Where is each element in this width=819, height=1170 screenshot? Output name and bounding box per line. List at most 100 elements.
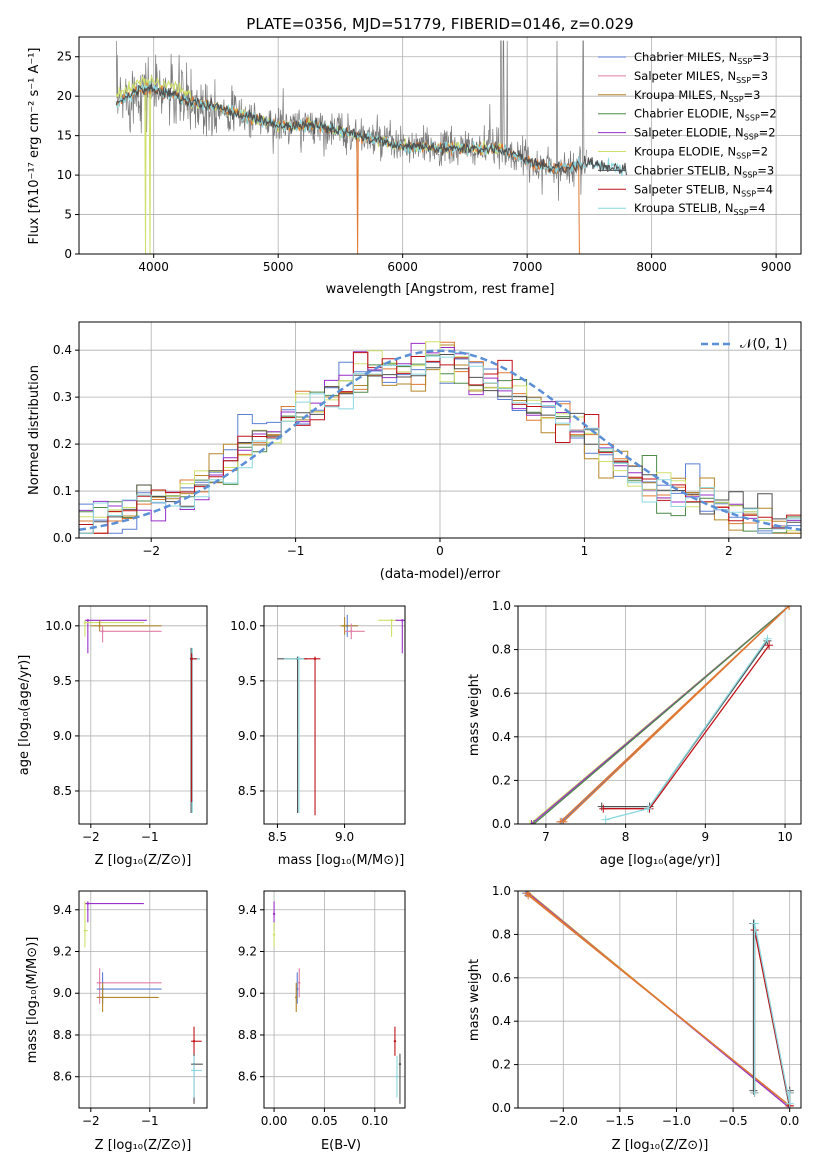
data-point: [86, 619, 90, 622]
data-spectrum: [115, 40, 588, 201]
x-tick-label: −1.5: [605, 1114, 634, 1128]
x-tick-label: −1: [141, 830, 159, 844]
mass-z-axes: −2 −1 8.6 8.8 9.0 9.2 9.4: [53, 890, 208, 1128]
y-tick-label: 0.1: [53, 484, 72, 498]
plot-area: [521, 891, 794, 1108]
mass-weight-line: [533, 606, 790, 824]
hist-legend: 𝒩(0, 1): [701, 337, 787, 352]
x-tick-label: −1: [287, 544, 305, 558]
data-point: [390, 619, 393, 622]
mass-weight-line: [601, 640, 769, 808]
data-point: [398, 1062, 402, 1066]
age-z-axes: −2 −1 8.5 9.0 9.5 10.0: [45, 605, 208, 844]
y-tick-label: 8.8: [53, 1028, 72, 1042]
axes-frame: [263, 890, 406, 1109]
y-tick-label: 8.6: [238, 1070, 257, 1084]
x-tick-label: 7000: [512, 260, 543, 274]
plot-area: [83, 619, 200, 813]
data-point: [272, 912, 276, 916]
y-tick-label: 8.5: [53, 784, 72, 798]
x-tick-label: −0.5: [719, 1114, 748, 1128]
y-tick-label: 10.0: [230, 619, 257, 633]
y-tick-label: 1.0: [492, 599, 511, 613]
y-tick-label: 9.0: [238, 729, 257, 743]
legend-label: Kroupa ELODIE, NSSP=2: [634, 145, 768, 161]
massz-xlabel: Z [log₁₀(Z/Z⊙)]: [95, 1138, 192, 1153]
x-tick-label: 9000: [761, 260, 792, 274]
axes-frame: [78, 605, 208, 825]
data-point: [83, 929, 87, 932]
legend-label: Salpeter MILES, NSSP=3: [634, 69, 768, 85]
axes-frame: [78, 890, 208, 1109]
gaussian-curve: [79, 349, 801, 532]
model-spectrum: [115, 80, 627, 177]
y-tick-label: 0.0: [53, 531, 72, 545]
model-spectrum: [115, 83, 627, 176]
mass-weight-line: [603, 644, 770, 810]
histogram-step: [79, 352, 801, 534]
y-tick-label: 9.2: [238, 945, 257, 959]
y-tick-label: 15: [57, 129, 72, 143]
data-point: [401, 619, 404, 622]
massz-ylabel: mass [log₁₀(M/M⊙)]: [25, 937, 40, 1064]
plot-area: [272, 901, 402, 1104]
legend-label: Kroupa MILES, NSSP=3: [634, 88, 760, 104]
axes-frame: [517, 605, 802, 825]
data-point: [83, 621, 87, 624]
agem-xlabel: mass [log₁₀(M/M⊙)]: [278, 853, 405, 868]
legend-label: Chabrier MILES, NSSP=3: [634, 50, 769, 66]
x-tick-label: −2.0: [549, 1114, 578, 1128]
x-tick-label: −1.0: [662, 1114, 691, 1128]
legend-label: Chabrier STELIB, NSSP=3: [634, 163, 774, 179]
y-tick-label: 8.5: [238, 784, 257, 798]
data-point: [313, 657, 317, 661]
x-tick-label: 10: [777, 830, 792, 844]
mass-weight-line: [753, 923, 791, 1104]
data-point: [190, 657, 193, 661]
y-tick-label: 9.0: [53, 986, 72, 1000]
hist-xlabel: (data-model)/error: [380, 567, 501, 582]
x-tick-label: 1: [581, 544, 589, 558]
spectrum-axes: 4000 5000 6000 7000 8000 9000 0 5 10 15 20 25: [57, 36, 802, 274]
data-point: [272, 933, 276, 937]
y-tick-label: 9.5: [53, 674, 72, 688]
x-tick-label: −2: [82, 830, 100, 844]
data-point: [101, 630, 104, 633]
histogram-axes: −2 −1 0 1 2 0.0 0.1 0.2 0.3 0.4: [53, 321, 802, 558]
x-tick-label: 6000: [387, 260, 418, 274]
data-point: [192, 1069, 196, 1072]
y-tick-label: 9.2: [53, 945, 72, 959]
y-tick-label: 0.4: [492, 1014, 511, 1028]
data-point: [192, 1040, 196, 1043]
x-tick-label: −2: [82, 1114, 100, 1128]
plot-area: [277, 614, 405, 816]
y-tick-label: 0.0: [492, 1101, 511, 1115]
y-tick-label: 8.8: [238, 1028, 257, 1042]
spec-ylabel: Flux [fλ10⁻¹⁷ erg cm⁻² s⁻¹ A⁻¹]: [27, 48, 42, 245]
data-point: [297, 657, 301, 661]
y-tick-label: 9.4: [53, 903, 72, 917]
y-tick-label: 0.0: [492, 817, 511, 831]
data-point: [98, 981, 101, 985]
spec-xlabel: wavelength [Angstrom, rest frame]: [326, 282, 555, 297]
y-tick-label: 9.4: [238, 903, 257, 917]
y-tick-label: 1.0: [492, 884, 511, 898]
mwz-ylabel: mass weight: [467, 959, 482, 1041]
y-tick-label: 0.6: [492, 686, 511, 700]
mwage-xlabel: age [log₁₀(age/yr)]: [600, 853, 721, 868]
mass-ebv-axes: 0.00 0.05 0.10 8.6 8.8 9.0 9.2 9.4: [238, 890, 406, 1128]
y-tick-label: 0.3: [53, 390, 72, 404]
axes-frame: [263, 605, 406, 825]
data-point: [298, 981, 301, 985]
plot-area: [83, 901, 203, 1104]
x-tick-label: 7: [542, 830, 550, 844]
data-point: [295, 996, 298, 999]
massweight-age-axes: 7 8 9 10 0.0 0.2 0.4 0.6 0.8 1.0: [492, 599, 802, 844]
spectrum-legend: Chabrier MILES, NSSP=3 Salpeter MILES, NS…: [598, 50, 777, 217]
plot-area: [79, 341, 801, 534]
y-tick-label: 0.6: [492, 971, 511, 985]
x-tick-label: 0.05: [311, 1114, 338, 1128]
y-tick-label: 0.8: [492, 643, 511, 657]
data-point: [350, 630, 353, 633]
